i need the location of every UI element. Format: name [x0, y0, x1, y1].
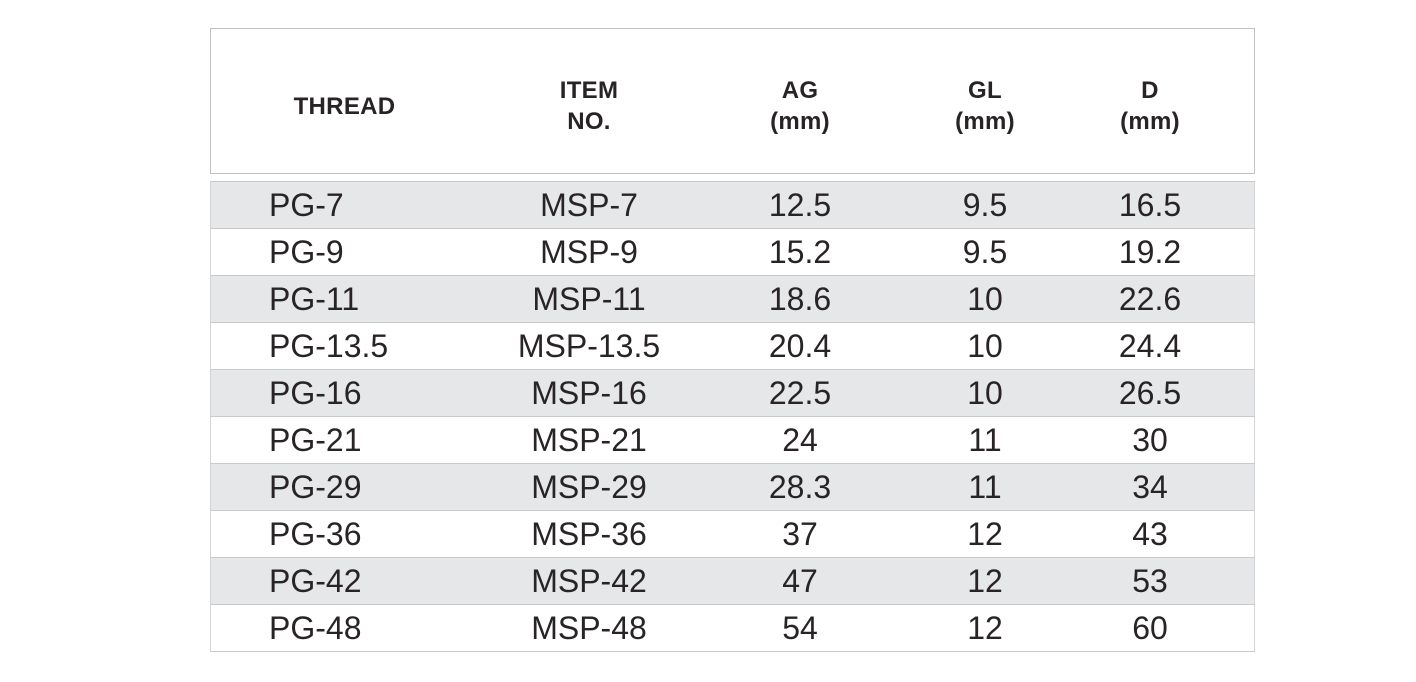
cell-gl: 9.5	[962, 233, 1008, 270]
cell-item-no: MSP-9	[540, 233, 638, 270]
col-header-label: D	[1141, 77, 1159, 104]
cell-gl: 9.5	[962, 186, 1008, 223]
col-header-item-no: ITEM NO.	[478, 75, 700, 137]
cell-d: 60	[1132, 609, 1168, 646]
table-row: PG-42 MSP-42 47 12 53	[210, 557, 1255, 604]
col-header-label: (mm)	[1120, 108, 1180, 135]
cell-d: 53	[1132, 562, 1168, 599]
thread-spec-table: THREAD ITEM NO. AG (mm) GL (mm) D (mm)	[210, 28, 1255, 652]
cell-ag: 37	[782, 515, 818, 552]
table-row: PG-21 MSP-21 24 11 30	[210, 416, 1255, 463]
table-row: PG-13.5 MSP-13.5 20.4 10 24.4	[210, 322, 1255, 369]
table-row: PG-9 MSP-9 15.2 9.5 19.2	[210, 228, 1255, 275]
table-row: PG-48 MSP-48 54 12 60	[210, 604, 1255, 651]
cell-item-no: MSP-48	[531, 609, 647, 646]
table-row: PG-29 MSP-29 28.3 11 34	[210, 463, 1255, 510]
cell-d: 16.5	[1118, 186, 1182, 223]
cell-ag: 20.4	[768, 327, 832, 364]
cell-ag: 47	[782, 562, 818, 599]
cell-thread: PG-21	[269, 421, 362, 458]
cell-thread: PG-29	[269, 468, 362, 505]
cell-gl: 10	[967, 374, 1003, 411]
cell-thread: PG-9	[269, 233, 344, 270]
cell-item-no: MSP-11	[532, 280, 646, 317]
col-header-label: ITEM	[559, 77, 619, 104]
col-header-d: D (mm)	[1070, 75, 1254, 137]
cell-ag: 18.6	[768, 280, 832, 317]
cell-item-no: MSP-36	[531, 515, 647, 552]
cell-thread: PG-11	[269, 280, 360, 317]
cell-ag: 15.2	[768, 233, 832, 270]
col-header-label: NO.	[567, 108, 611, 135]
cell-item-no: MSP-16	[531, 374, 647, 411]
cell-gl: 11	[968, 421, 1002, 458]
table-row: PG-16 MSP-16 22.5 10 26.5	[210, 369, 1255, 416]
cell-item-no: MSP-13.5	[517, 327, 661, 364]
cell-ag: 28.3	[768, 468, 832, 505]
col-header-ag: AG (mm)	[700, 75, 900, 137]
col-header-label: GL	[968, 77, 1002, 104]
col-header-label: (mm)	[770, 108, 830, 135]
cell-ag: 12.5	[768, 186, 832, 223]
table-row: PG-7 MSP-7 12.5 9.5 16.5	[210, 181, 1255, 228]
cell-ag: 22.5	[768, 374, 832, 411]
col-header-gl: GL (mm)	[900, 75, 1070, 137]
col-header-label: THREAD	[293, 92, 396, 120]
cell-ag: 54	[782, 609, 818, 646]
cell-d: 34	[1132, 468, 1168, 505]
cell-thread: PG-13.5	[269, 327, 389, 364]
cell-thread: PG-36	[269, 515, 362, 552]
cell-thread: PG-48	[269, 609, 362, 646]
cell-item-no: MSP-29	[531, 468, 647, 505]
cell-gl: 10	[967, 280, 1003, 317]
col-header-label: AG	[781, 77, 819, 104]
cell-gl: 12	[967, 515, 1003, 552]
cell-item-no: MSP-7	[540, 186, 638, 223]
cell-d: 43	[1132, 515, 1168, 552]
cell-gl: 12	[967, 609, 1003, 646]
cell-gl: 12	[967, 562, 1003, 599]
table-body: PG-7 MSP-7 12.5 9.5 16.5 PG-9 MSP-9 15.2…	[210, 181, 1255, 652]
cell-gl: 10	[967, 327, 1003, 364]
table-header-row: THREAD ITEM NO. AG (mm) GL (mm) D (mm)	[210, 28, 1255, 174]
cell-thread: PG-42	[269, 562, 362, 599]
cell-item-no: MSP-21	[531, 421, 647, 458]
cell-d: 19.2	[1118, 233, 1182, 270]
col-header-label: (mm)	[955, 108, 1015, 135]
cell-thread: PG-7	[269, 186, 344, 223]
cell-d: 22.6	[1118, 280, 1182, 317]
cell-item-no: MSP-42	[531, 562, 647, 599]
cell-d: 26.5	[1118, 374, 1182, 411]
cell-thread: PG-16	[269, 374, 362, 411]
table-row: PG-11 MSP-11 18.6 10 22.6	[210, 275, 1255, 322]
cell-d: 30	[1132, 421, 1168, 458]
cell-gl: 11	[968, 468, 1002, 505]
cell-d: 24.4	[1118, 327, 1182, 364]
cell-ag: 24	[782, 421, 818, 458]
col-header-thread: THREAD	[211, 91, 478, 122]
table-row: PG-36 MSP-36 37 12 43	[210, 510, 1255, 557]
